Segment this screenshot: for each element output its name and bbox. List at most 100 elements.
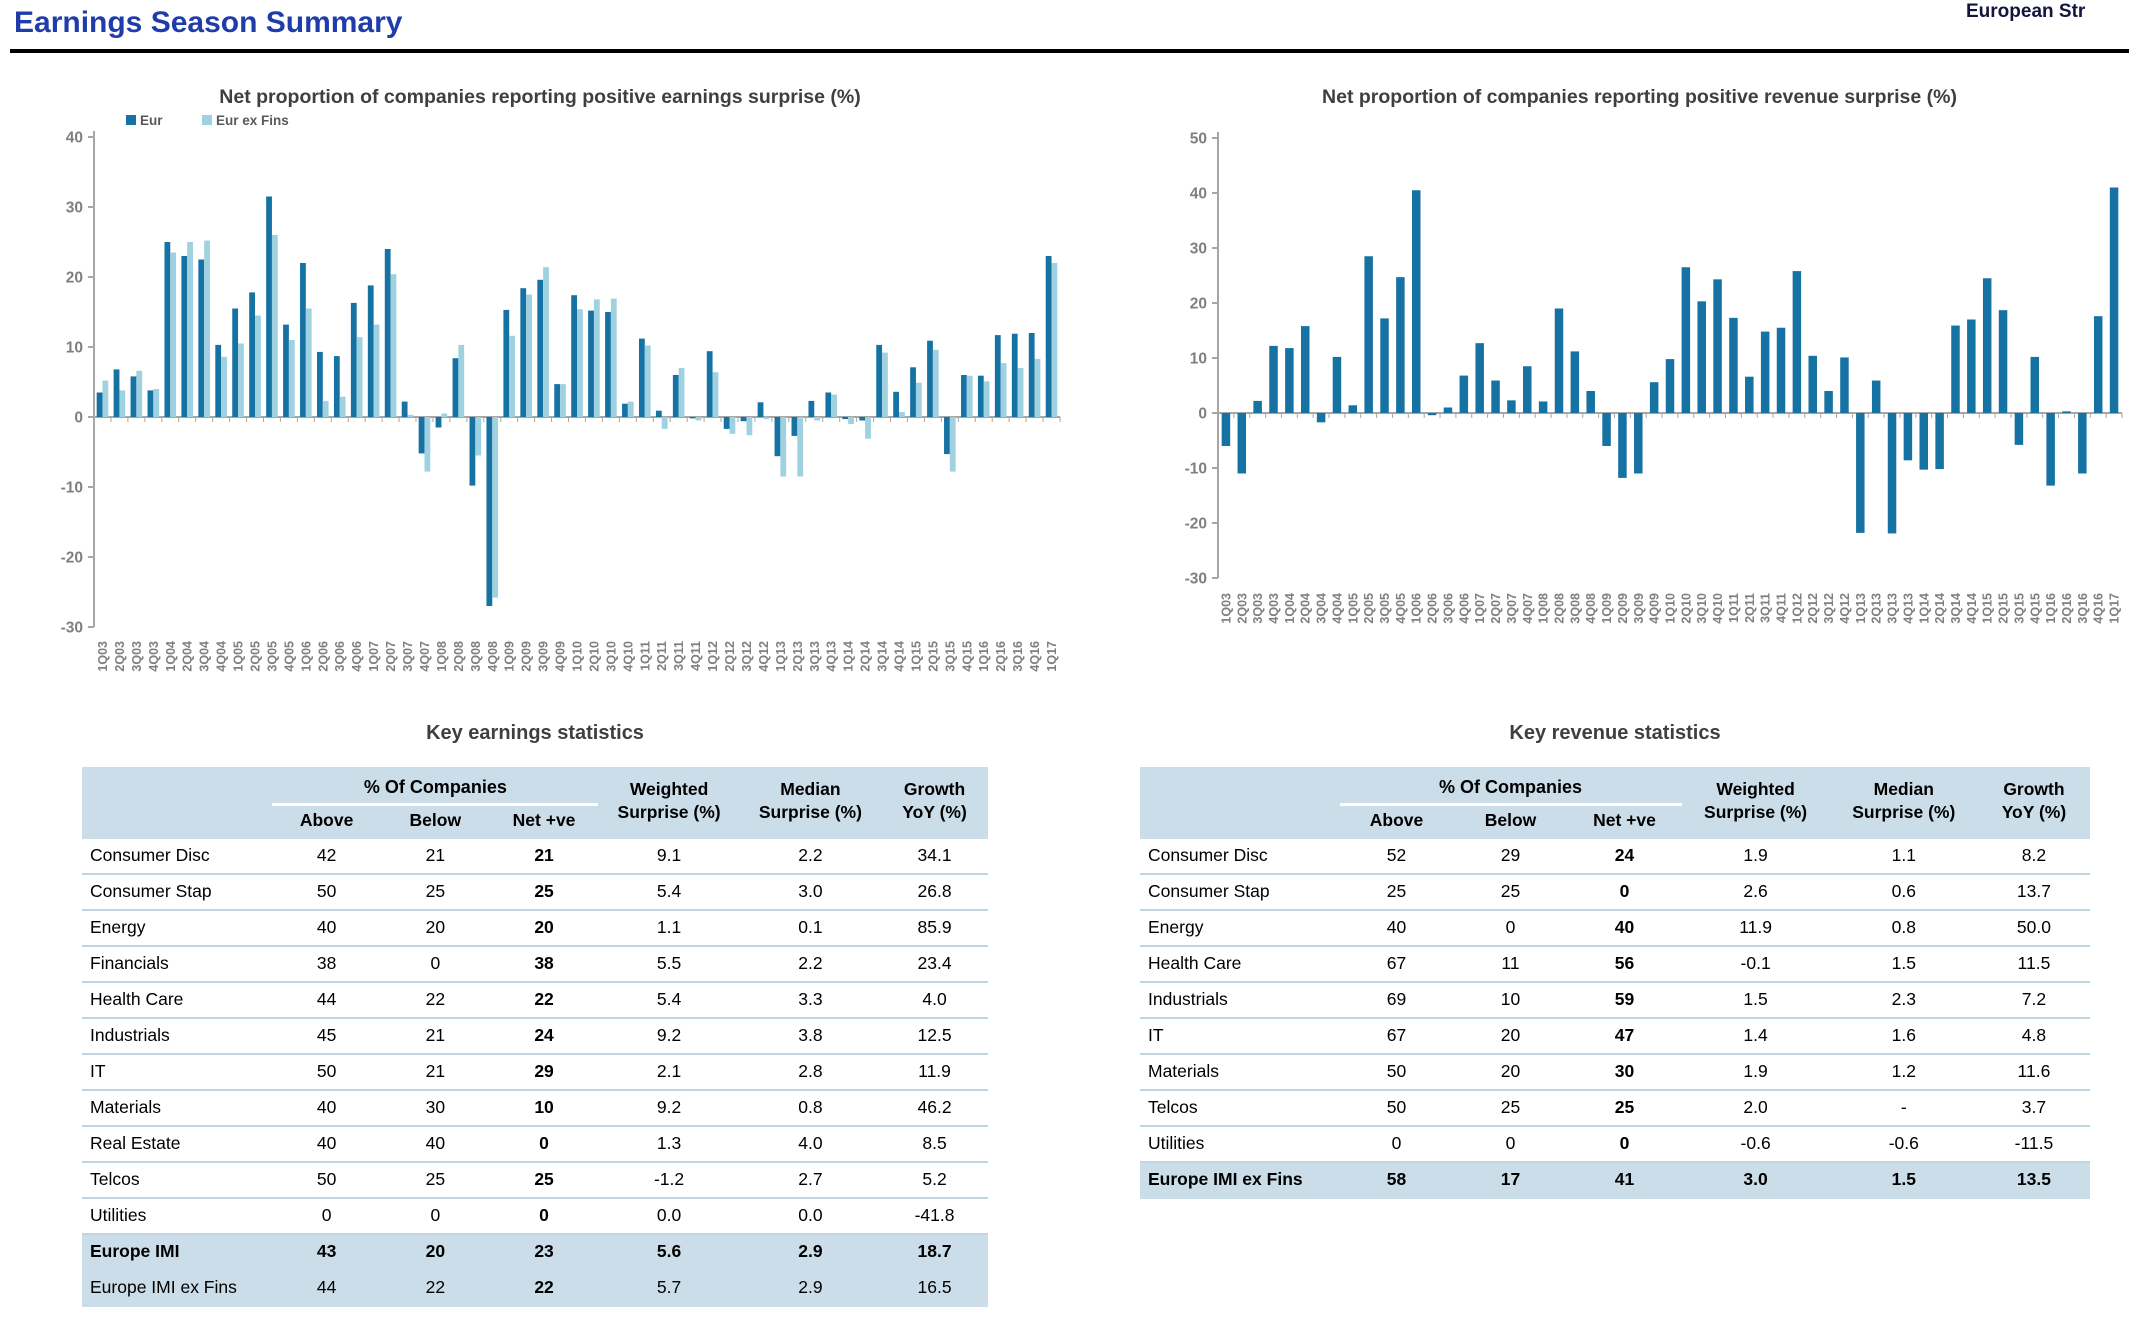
y-tick-label: -30 (61, 620, 83, 637)
y-tick-label: 20 (66, 270, 83, 287)
table-cell: 34.1 (881, 839, 988, 875)
table-cell: 24 (1567, 839, 1682, 875)
table-cell: 1.1 (1829, 839, 1978, 875)
bar (1586, 391, 1595, 413)
bar (113, 369, 120, 417)
table-cell: 0.1 (739, 910, 882, 947)
bar (825, 392, 832, 417)
x-axis-label: 3Q08 (1568, 593, 1582, 624)
x-axis-label: 2Q05 (249, 641, 263, 672)
x-axis-label: 3Q13 (1886, 593, 1900, 624)
table-cell: 2.8 (739, 1054, 882, 1091)
table-cell: 1.5 (1829, 1162, 1978, 1199)
x-axis-label: 3Q11 (1759, 593, 1773, 623)
table-cell: 17 (1453, 1162, 1568, 1199)
table-row: Europe IMI ex Fins 58 17 41 3.0 1.5 13.5 (1140, 1162, 2090, 1199)
bar (2014, 413, 2024, 445)
bar (1903, 413, 1913, 461)
table-cell: 16.5 (881, 1270, 988, 1307)
table-cell: -0.6 (1681, 1126, 1830, 1163)
column-header: Weighted Surprise (%) (1681, 767, 1830, 839)
bar (977, 375, 984, 417)
bar (644, 345, 651, 417)
bar (859, 417, 866, 421)
table-cell: 22 (489, 982, 599, 1019)
bar (102, 380, 109, 417)
table-cell: 1.4 (1681, 1018, 1830, 1055)
bar (1507, 400, 1516, 413)
table-cell: 2.9 (739, 1234, 882, 1271)
x-axis-label: 4Q14 (893, 641, 907, 672)
table-cell: -1.2 (598, 1162, 740, 1199)
table-cell: 22 (489, 1270, 599, 1307)
bar (1840, 357, 1849, 413)
table-cell: 50.0 (1977, 910, 2090, 947)
x-axis-label: 1Q10 (1664, 593, 1678, 624)
bar (1808, 355, 1817, 413)
bar (949, 417, 956, 472)
x-axis-label: 1Q11 (638, 641, 652, 671)
bar (1570, 351, 1580, 413)
table-cell: 50 (272, 874, 381, 911)
table-cell: 50 (1339, 1054, 1454, 1091)
x-axis-label: 1Q05 (1346, 593, 1360, 624)
table-cell: 5.2 (881, 1162, 988, 1199)
revenue-stats-section: Key revenue statistics % Of Companies Wei… (1140, 722, 2090, 1199)
bar (1887, 413, 1897, 534)
bar (1792, 271, 1802, 413)
y-tick-label: 10 (66, 340, 83, 357)
table-cell: 0 (380, 1198, 490, 1235)
x-axis-label: 2Q10 (1679, 593, 1693, 624)
x-axis-label: 4Q10 (1711, 593, 1725, 624)
bar (1871, 380, 1881, 413)
bar (1411, 190, 1421, 413)
bar (571, 295, 577, 417)
table-cell: 29 (1453, 839, 1568, 875)
table-cell: 40 (272, 1090, 381, 1127)
table-cell: 0 (1453, 910, 1568, 947)
y-tick-label: 0 (74, 410, 83, 427)
bar (588, 310, 594, 417)
x-axis-label: 2Q12 (723, 641, 737, 672)
bar (1348, 405, 1358, 413)
bar (469, 417, 476, 486)
x-axis-label: 2Q07 (384, 641, 398, 672)
x-axis-label: 4Q04 (1330, 593, 1344, 624)
table-cell: 69 (1339, 982, 1454, 1019)
y-tick-label: -20 (61, 550, 83, 567)
table-cell: 20 (1453, 1018, 1568, 1055)
bar (763, 417, 770, 420)
sector-name: Utilities (1140, 1126, 1340, 1163)
bar (164, 242, 171, 417)
x-axis-label: 2Q11 (1743, 593, 1757, 623)
table-cell: 40 (380, 1126, 490, 1163)
x-axis-label: 4Q07 (1521, 593, 1535, 624)
bar (554, 384, 561, 417)
x-axis-label: 1Q17 (1045, 641, 1059, 672)
bar (882, 352, 888, 417)
table-cell: 10 (1453, 982, 1568, 1019)
column-header: Net +ve (489, 804, 599, 839)
x-axis-label: 2Q14 (1933, 593, 1947, 624)
bar (1935, 413, 1944, 470)
x-axis-label: 2Q16 (2060, 593, 2074, 624)
table-cell: 40 (1339, 910, 1454, 947)
y-tick-label: -20 (1185, 516, 1207, 533)
table-row: Materials 50 20 30 1.9 1.2 11.6 (1140, 1054, 2090, 1091)
bar (2093, 316, 2103, 413)
x-axis-label: 2Q04 (1299, 593, 1313, 624)
bar (876, 344, 883, 417)
x-axis-label: 2Q04 (181, 641, 195, 672)
bar (271, 235, 278, 417)
table-cell: 13.7 (1977, 874, 2090, 911)
table-cell: 3.3 (739, 982, 882, 1019)
x-axis-label: 1Q12 (1790, 593, 1804, 624)
x-axis-label: 3Q04 (198, 641, 212, 672)
bar (1285, 348, 1294, 413)
table-cell: 3.8 (739, 1018, 882, 1055)
x-axis-label: 4Q14 (1965, 593, 1979, 624)
table-cell: 24 (489, 1018, 599, 1055)
bar (831, 394, 838, 417)
